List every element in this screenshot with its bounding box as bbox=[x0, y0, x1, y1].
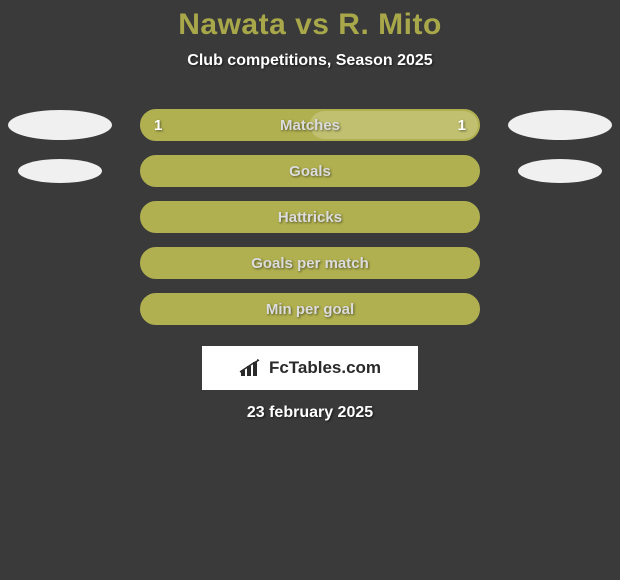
comparison-row: Hattricks bbox=[0, 200, 620, 234]
comparison-row: 11Matches bbox=[0, 108, 620, 142]
player-left-oval bbox=[18, 159, 102, 183]
subtitle: Club competitions, Season 2025 bbox=[0, 52, 620, 70]
stat-label: Matches bbox=[142, 117, 478, 134]
comparison-row: Min per goal bbox=[0, 292, 620, 326]
stats-comparison-card: Nawata vs R. Mito Club competitions, Sea… bbox=[0, 0, 620, 422]
stat-label: Min per goal bbox=[142, 301, 478, 318]
bar-chart-icon bbox=[239, 358, 263, 378]
stat-bar: Min per goal bbox=[140, 293, 480, 325]
comparison-bars: 11Matches Goals Hattricks Goals per match Mi… bbox=[0, 108, 620, 326]
stat-bar: Goals per match bbox=[140, 247, 480, 279]
stat-bar: Hattricks bbox=[140, 201, 480, 233]
stat-label: Goals bbox=[142, 163, 478, 180]
comparison-row: Goals per match bbox=[0, 246, 620, 280]
stat-bar: Goals bbox=[140, 155, 480, 187]
player-left-oval bbox=[8, 110, 112, 140]
page-title: Nawata vs R. Mito bbox=[0, 8, 620, 42]
player-right-oval bbox=[518, 159, 602, 183]
stat-bar: 11Matches bbox=[140, 109, 480, 141]
date-text: 23 february 2025 bbox=[0, 404, 620, 422]
player-right-oval bbox=[508, 110, 612, 140]
stat-label: Hattricks bbox=[142, 209, 478, 226]
comparison-row: Goals bbox=[0, 154, 620, 188]
stat-label: Goals per match bbox=[142, 255, 478, 272]
logo-box[interactable]: FcTables.com bbox=[202, 346, 418, 390]
logo-text: FcTables.com bbox=[269, 358, 381, 378]
